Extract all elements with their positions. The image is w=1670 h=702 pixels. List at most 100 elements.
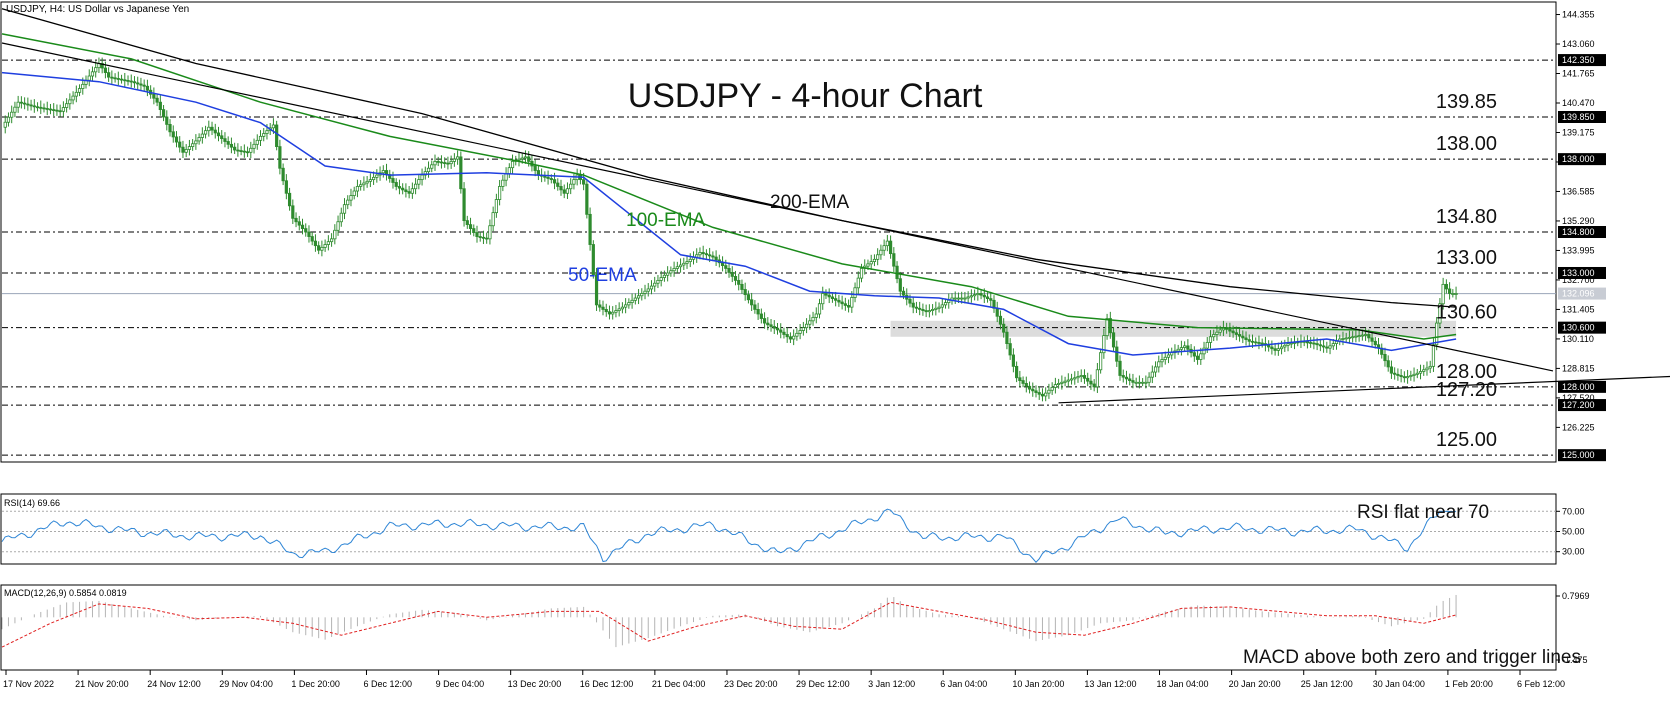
candle-body <box>769 324 773 327</box>
candle-body <box>48 108 53 111</box>
candle-body <box>814 313 818 318</box>
candle-body <box>1205 342 1209 349</box>
candle-body <box>304 228 308 233</box>
candle-body <box>1454 293 1458 295</box>
candle-body <box>207 126 211 132</box>
candle-body <box>943 302 948 306</box>
candle-body <box>1131 380 1135 383</box>
candle-body <box>1418 371 1423 374</box>
candle-body <box>55 109 59 112</box>
candle-body <box>701 252 705 255</box>
candle-body <box>1050 387 1054 391</box>
candle-body <box>1331 343 1335 347</box>
candle-body <box>963 297 967 300</box>
candle-body <box>846 305 851 308</box>
ema200-annotation: 200-EMA <box>770 192 850 213</box>
candle-body <box>766 322 770 326</box>
level-label: 134.80 <box>1436 206 1497 228</box>
candle-body <box>94 67 98 73</box>
candle-body <box>1389 366 1394 374</box>
candle-body <box>821 293 825 305</box>
candle-body <box>90 71 95 77</box>
candle-body <box>23 102 27 105</box>
candle-body <box>132 81 137 84</box>
candle-body <box>87 75 91 81</box>
time-axis-label: 13 Dec 20:00 <box>508 679 562 689</box>
candle-body <box>262 133 266 137</box>
candle-body <box>636 295 641 299</box>
candle-body <box>355 186 360 192</box>
candle-body <box>329 238 334 243</box>
candle-body <box>804 323 809 329</box>
candle-body <box>1357 335 1361 338</box>
candle-body <box>882 245 886 251</box>
candle-body <box>817 303 822 315</box>
candle-body <box>1360 334 1364 337</box>
candle-body <box>278 146 282 169</box>
candle-body <box>271 124 276 129</box>
candle-body <box>158 101 162 110</box>
level-price-tag <box>1558 54 1606 67</box>
candle-body <box>326 241 330 245</box>
candle-body <box>1027 385 1032 390</box>
candle-body <box>284 180 288 194</box>
candle-body <box>1412 373 1416 376</box>
level-price-tag <box>1558 449 1606 462</box>
candle-body <box>753 304 757 310</box>
candle-body <box>775 327 780 331</box>
candle-body <box>1018 377 1022 381</box>
candle-body <box>439 161 444 164</box>
candle-body <box>258 135 263 141</box>
candle-body <box>139 83 143 86</box>
candle-body <box>646 288 650 292</box>
candle-body <box>1435 322 1439 346</box>
macd-scale-label: 0.7969 <box>1562 591 1590 601</box>
candle-body <box>119 78 124 81</box>
candle-body <box>850 297 854 308</box>
candle-body <box>527 156 531 162</box>
level-label: 128.00 <box>1436 361 1497 383</box>
candle-body <box>317 245 321 251</box>
ema100-annotation: 100-EMA <box>626 210 706 231</box>
candle-body <box>420 174 424 181</box>
candle-body <box>407 191 411 194</box>
candle-body <box>678 264 683 268</box>
candle-body <box>462 188 466 222</box>
candle-body <box>937 306 941 309</box>
candle-body <box>659 277 663 281</box>
candle-body <box>310 236 314 242</box>
candle-body <box>333 229 337 240</box>
candle-body <box>1160 359 1164 363</box>
candle-body <box>998 315 1003 325</box>
candle-body <box>1195 355 1200 360</box>
candle-body <box>695 254 699 258</box>
candle-body <box>491 212 495 227</box>
candle-body <box>494 199 498 214</box>
candle-body <box>1438 303 1442 324</box>
candle-body <box>866 263 870 267</box>
candle-body <box>1312 342 1316 345</box>
candle-body <box>759 313 763 319</box>
level-price-tag <box>1558 266 1606 279</box>
candle-body <box>275 124 279 148</box>
candle-body <box>1082 375 1087 379</box>
candle-body <box>39 106 43 109</box>
ascending-trendline <box>1058 375 1670 404</box>
level-label: 127.20 <box>1436 379 1497 401</box>
ema50-annotation: 50-EMA <box>568 265 637 286</box>
candle-body <box>1128 378 1132 381</box>
candle-body <box>42 107 46 110</box>
candle-body <box>730 272 734 277</box>
candle-body <box>921 309 925 311</box>
candle-body <box>452 158 456 162</box>
current-price-tag <box>1558 287 1606 300</box>
candle-body <box>830 296 835 300</box>
candle-body <box>1192 352 1196 357</box>
candle-body <box>879 249 883 256</box>
candle-body <box>1431 344 1436 367</box>
candle-body <box>294 217 298 223</box>
main-price-panel: 139.85138.00134.80133.00130.60128.00127.… <box>0 1 1670 463</box>
candle-body <box>601 306 605 310</box>
candle-body <box>1037 392 1041 395</box>
